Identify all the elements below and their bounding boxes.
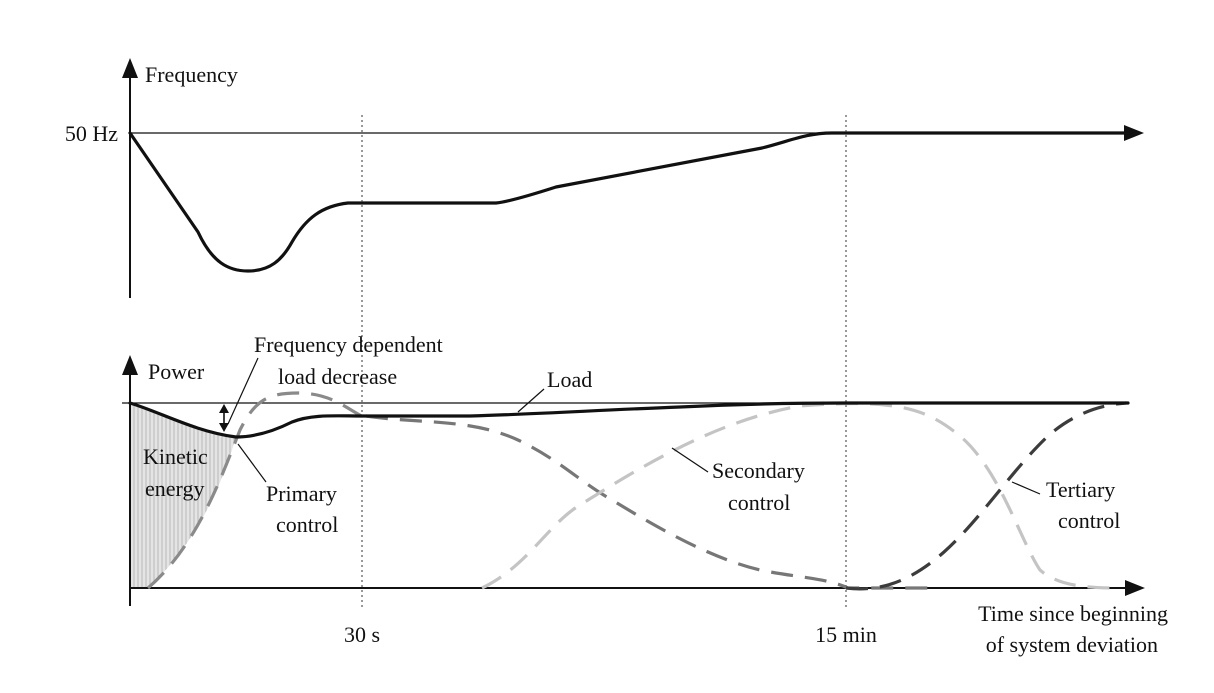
time-axis-label-line2: of system deviation [986,632,1158,657]
power-axis-arrow-icon [122,355,138,375]
tick-30s-label: 30 s [344,622,380,647]
secondary-control-decline-curve [365,414,930,590]
secondary-control-label-line1: Secondary [712,458,805,483]
secondary-control-rise-curve [481,401,1117,590]
frequency-axis-label: Frequency [145,62,238,87]
primary-control-label-line2: control [276,512,338,537]
frequency-curve [128,131,1132,273]
secondary-control-label-line2: control [728,490,790,515]
load-decrease-arrow-down-icon [219,423,229,432]
load-decrease-arrow-up-icon [219,404,229,413]
kinetic-energy-label-line2: energy [145,476,204,501]
time-axis-arrow-icon [1125,580,1145,596]
primary-leader-line [237,443,267,483]
time-axis-label-line1: Time since beginning [978,601,1168,626]
freq-dependent-leader-line [227,357,259,425]
secondary-leader-line [671,447,709,473]
power-panel: Power Frequency dependent load decrease … [122,332,1145,606]
load-leader-line [517,388,545,413]
freq-dependent-label-line1: Frequency dependent [254,332,443,357]
kinetic-energy-label-line1: Kinetic [143,444,208,469]
kinetic-energy-area [130,403,236,588]
freq-dependent-label-line2: load decrease [278,364,397,389]
tertiary-leader-line [1011,481,1041,495]
power-axis-label: Power [148,359,205,384]
primary-control-label-line1: Primary [266,481,337,506]
tertiary-control-curve [845,401,1127,591]
frequency-axis-arrow-icon [122,58,138,78]
nominal-frequency-arrow-icon [1124,125,1144,141]
frequency-panel: Frequency 50 Hz [65,58,1144,298]
load-curve [128,401,1130,439]
tertiary-control-label-line2: control [1058,508,1120,533]
nominal-frequency-label: 50 Hz [65,121,118,146]
tick-15min-label: 15 min [815,622,877,647]
tertiary-control-label-line1: Tertiary [1046,477,1115,502]
primary-control-curve [146,391,367,590]
load-label: Load [547,367,592,392]
